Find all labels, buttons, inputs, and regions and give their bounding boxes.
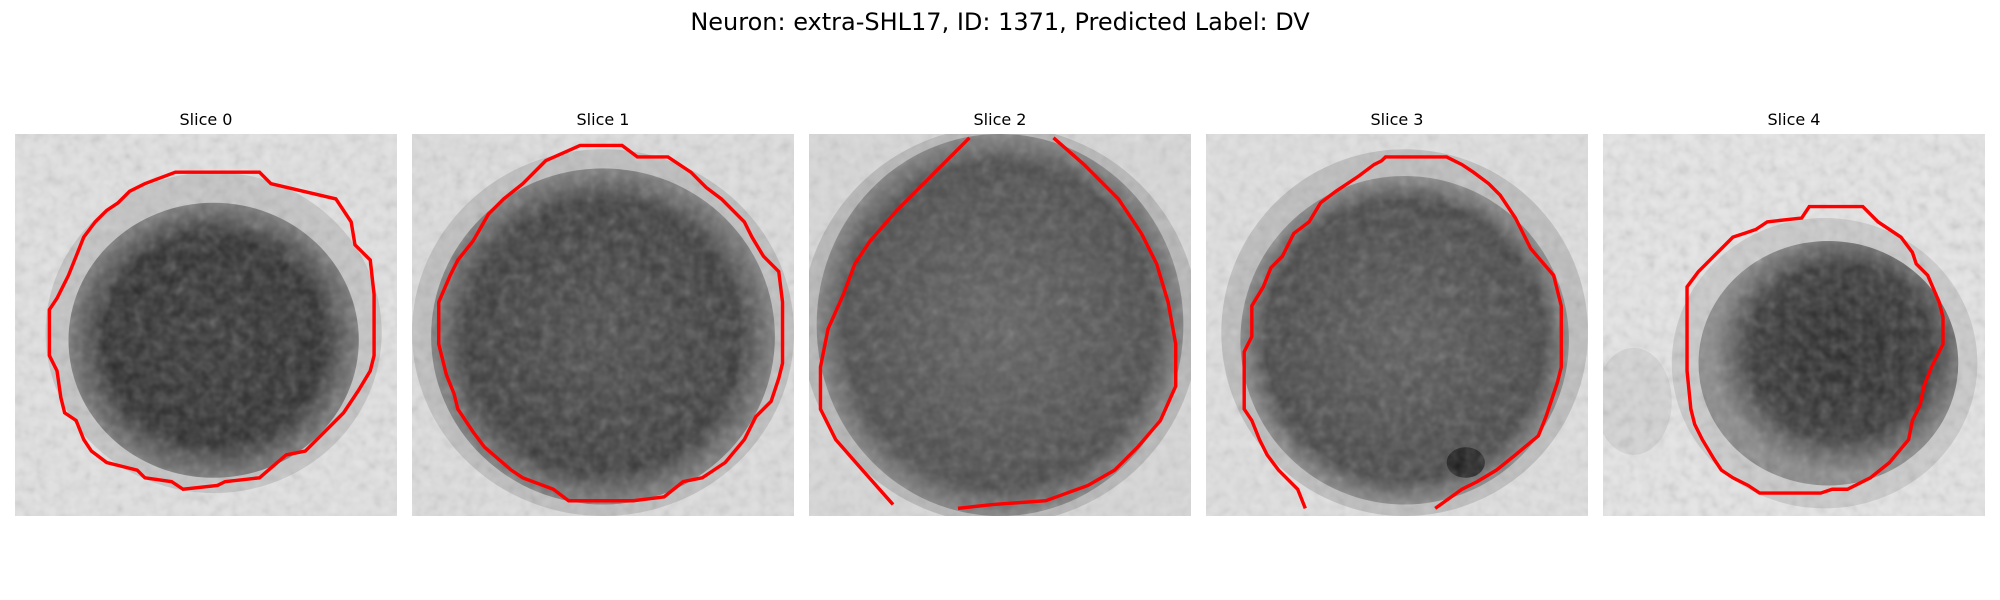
slice-image: [412, 134, 794, 516]
slice-image: [809, 134, 1191, 516]
contour-line: [1685, 204, 1945, 495]
slice-title: Slice 0: [179, 110, 233, 129]
contour-line: [1242, 155, 1563, 510]
slice-panel-1: Slice 1: [412, 110, 794, 516]
slice-image: [1206, 134, 1588, 516]
slice-panel-4: Slice 4: [1603, 110, 1985, 516]
slice-title: Slice 1: [576, 110, 630, 129]
slice-title: Slice 3: [1370, 110, 1424, 129]
slice-image: [15, 134, 397, 516]
slice-image: [1603, 134, 1985, 516]
contour-line: [818, 136, 971, 506]
contour-line: [957, 136, 1178, 511]
slice-title: Slice 4: [1767, 110, 1821, 129]
contour-line: [47, 170, 376, 492]
slice-panel-2: Slice 2: [809, 110, 1191, 516]
slice-panel-3: Slice 3: [1206, 110, 1588, 516]
slice-title: Slice 2: [973, 110, 1027, 129]
contour-line: [437, 143, 785, 503]
figure-title: Neuron: extra-SHL17, ID: 1371, Predicted…: [690, 8, 1310, 36]
slice-panel-0: Slice 0: [15, 110, 397, 516]
